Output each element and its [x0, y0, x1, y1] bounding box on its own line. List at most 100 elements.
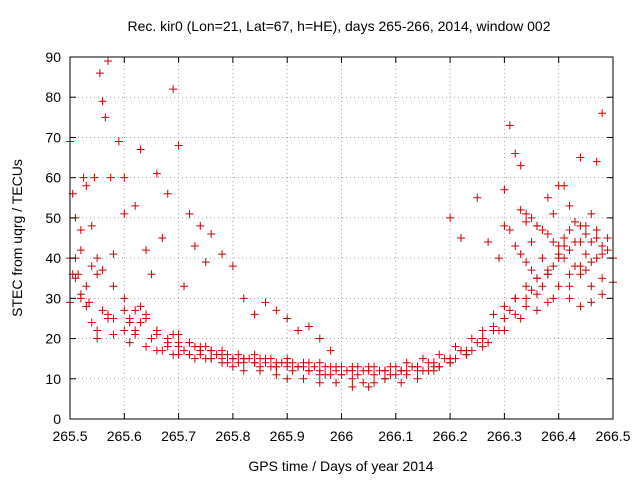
- data-point: [527, 238, 536, 247]
- data-point: [522, 282, 531, 291]
- data-point: [93, 270, 102, 279]
- data-point: [131, 201, 140, 210]
- data-point: [511, 242, 520, 251]
- data-point: [581, 250, 590, 259]
- data-point: [570, 217, 579, 226]
- data-point: [326, 346, 335, 355]
- data-point: [120, 326, 129, 335]
- data-point: [261, 358, 270, 367]
- data-point: [93, 254, 102, 263]
- data-point: [532, 306, 541, 315]
- data-point: [380, 374, 389, 383]
- data-point: [484, 238, 493, 247]
- data-point: [190, 354, 199, 363]
- data-point: [321, 370, 330, 379]
- data-point: [272, 358, 281, 367]
- data-point: [554, 282, 563, 291]
- grid: [70, 57, 613, 419]
- data-point: [283, 354, 292, 363]
- data-point: [532, 274, 541, 283]
- data-point: [543, 270, 552, 279]
- data-point: [147, 334, 156, 343]
- data-point: [304, 358, 313, 367]
- data-point: [353, 362, 362, 371]
- data-point: [120, 294, 129, 303]
- data-point: [446, 213, 455, 222]
- data-point: [283, 314, 292, 323]
- data-point: [446, 354, 455, 363]
- y-tick-label: 30: [45, 290, 61, 306]
- data-point: [516, 161, 525, 170]
- data-point: [543, 298, 552, 307]
- data-point: [348, 374, 357, 383]
- data-point: [196, 221, 205, 230]
- data-point: [87, 221, 96, 230]
- data-point: [163, 189, 172, 198]
- data-point: [310, 362, 319, 371]
- data-point: [500, 302, 509, 311]
- data-point: [152, 346, 161, 355]
- data-point: [169, 330, 178, 339]
- data-point: [549, 209, 558, 218]
- data-point: [549, 262, 558, 271]
- data-point: [581, 266, 590, 275]
- data-point: [500, 221, 509, 230]
- data-point: [98, 97, 107, 106]
- data-point: [549, 294, 558, 303]
- data-point: [174, 338, 183, 347]
- y-tick-label: 40: [45, 250, 61, 266]
- data-point: [473, 193, 482, 202]
- data-point: [223, 358, 232, 367]
- data-point: [95, 69, 104, 78]
- data-point: [190, 342, 199, 351]
- data-point: [185, 338, 194, 347]
- data-point: [152, 326, 161, 335]
- data-point: [581, 229, 590, 238]
- data-point: [315, 366, 324, 375]
- y-axis-label: STEC from uqrg / TECUs: [9, 159, 25, 317]
- data-point: [266, 362, 275, 371]
- data-point: [511, 149, 520, 158]
- data-point: [592, 254, 601, 263]
- data-point: [565, 282, 574, 291]
- data-point: [85, 298, 94, 307]
- data-point: [250, 350, 259, 359]
- data-point: [136, 318, 145, 327]
- data-point: [527, 266, 536, 275]
- data-point: [413, 374, 422, 383]
- data-point: [98, 266, 107, 275]
- data-point: [131, 306, 140, 315]
- data-point: [592, 225, 601, 234]
- data-point: [283, 362, 292, 371]
- data-point: [560, 181, 569, 190]
- plot-frame: [69, 56, 614, 420]
- data-point: [136, 302, 145, 311]
- data-point: [478, 334, 487, 343]
- data-point: [79, 173, 88, 182]
- data-point: [272, 306, 281, 315]
- data-point: [587, 238, 596, 247]
- data-point: [397, 366, 406, 375]
- data-point: [256, 362, 265, 371]
- data-point: [294, 326, 303, 335]
- data-point: [174, 141, 183, 150]
- data-point: [603, 246, 612, 255]
- data-point: [234, 350, 243, 359]
- data-point: [456, 234, 465, 242]
- data-point: [131, 326, 140, 335]
- data-point: [120, 306, 129, 315]
- data-point: [163, 334, 172, 343]
- data-point: [505, 121, 514, 130]
- data-point: [228, 262, 237, 271]
- data-point: [250, 358, 259, 367]
- x-tick-label: 265.5: [52, 428, 87, 444]
- x-tick-label: 266.3: [487, 428, 522, 444]
- data-point: [516, 314, 525, 323]
- data-point: [532, 221, 541, 230]
- data-point: [429, 358, 438, 367]
- data-point: [180, 282, 189, 291]
- data-point: [353, 370, 362, 379]
- data-point: [71, 274, 80, 283]
- data-point: [93, 334, 102, 343]
